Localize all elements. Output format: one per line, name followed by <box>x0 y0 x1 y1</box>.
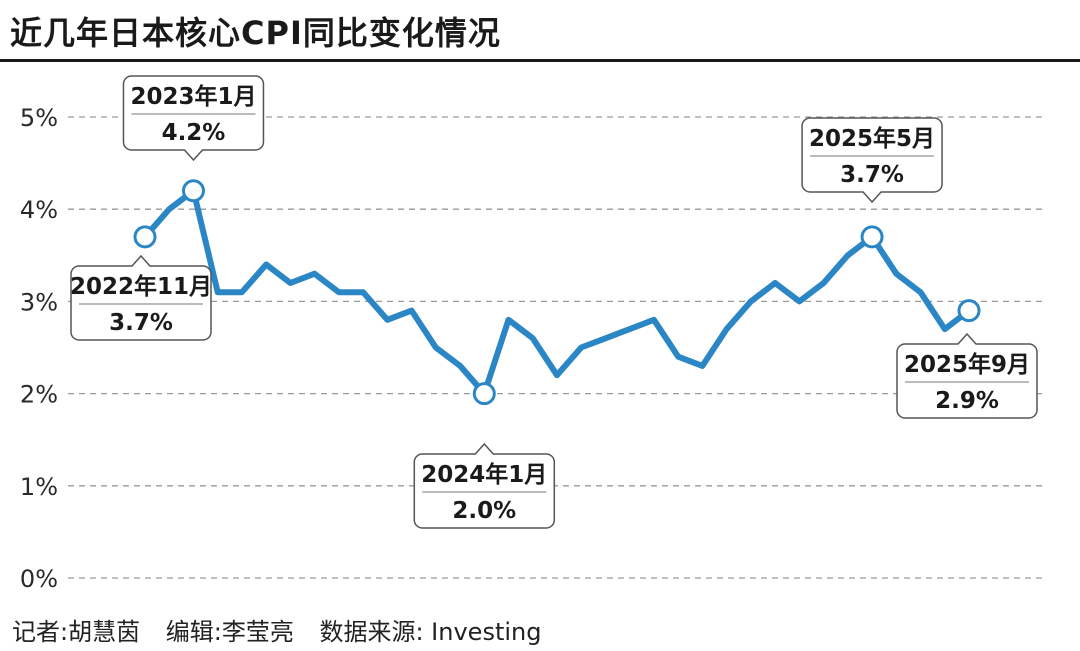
annotated-point-marker <box>957 299 981 323</box>
callout-value-label: 4.2% <box>162 120 226 146</box>
annotated-point-marker <box>133 225 157 249</box>
footer-credits: 记者:胡慧茵 编辑:李莹亮 数据来源: Investing <box>12 612 559 647</box>
y-tick-label: 3% <box>20 288 58 316</box>
source-credit: 数据来源: Investing <box>319 618 542 646</box>
cpi-series-line <box>142 187 972 397</box>
callout-pointer <box>132 256 150 267</box>
callout-value-label: 2.0% <box>452 498 516 524</box>
annotated-point-marker <box>860 225 884 249</box>
callout-pointer <box>475 444 494 455</box>
callout-pointer <box>958 334 976 345</box>
callout-value-label: 3.7% <box>109 310 173 336</box>
editor-credit: 编辑:李莹亮 <box>165 618 294 646</box>
y-tick-label: 2% <box>20 381 58 409</box>
callout-pointer-edge <box>957 332 977 345</box>
callout-pointer <box>863 191 882 202</box>
callout-date-label: 2025年9月 <box>904 351 1030 378</box>
reporter-credit: 记者:胡慧茵 <box>12 618 141 646</box>
callout-value-label: 3.7% <box>840 162 904 188</box>
callout-value-label: 2.9% <box>935 388 999 414</box>
callout-pointer <box>184 149 203 160</box>
annotated-point-marker <box>472 382 496 406</box>
y-tick-label: 0% <box>20 565 58 593</box>
callout-pointer-edge <box>131 254 151 267</box>
callout-pointer-edge <box>474 442 494 455</box>
callout-date-label: 2025年5月 <box>809 125 935 152</box>
chart-title: 近几年日本核心CPI同比变化情况 <box>10 14 501 52</box>
callout-pointer-edge <box>183 149 204 162</box>
callout-date-label: 2024年1月 <box>421 461 547 488</box>
title-bar: 近几年日本核心CPI同比变化情况 <box>0 0 1080 62</box>
y-tick-label: 1% <box>20 473 58 501</box>
callout-date-label: 2022年11月 <box>70 273 212 300</box>
y-tick-label: 4% <box>20 196 58 224</box>
annotated-point-marker <box>181 179 205 203</box>
line-chart: 0% 1% 2% 3% 4% 5% 2022年11月 3.7% 2023年1月 4.2% 2024年… <box>20 75 1045 593</box>
callout-date-label: 2023年1月 <box>130 83 256 110</box>
y-tick-label: 5% <box>20 104 58 132</box>
callout-pointer-edge <box>862 191 882 204</box>
